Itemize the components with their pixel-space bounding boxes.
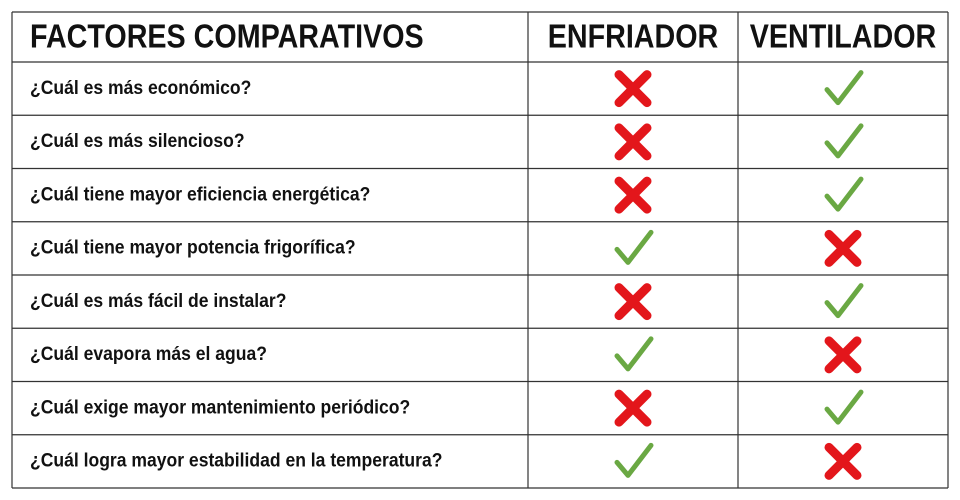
header-label: ENFRIADOR bbox=[548, 18, 719, 55]
header-label: FACTORES COMPARATIVOS bbox=[30, 18, 424, 55]
check-icon bbox=[824, 123, 864, 159]
cross-icon bbox=[824, 336, 862, 374]
cross-icon bbox=[824, 229, 862, 267]
check-icon bbox=[824, 176, 864, 212]
question-text: ¿Cuál tiene mayor potencia frigorífica? bbox=[30, 236, 356, 258]
cross-stroke bbox=[824, 336, 862, 374]
check-icon bbox=[824, 389, 864, 425]
question-text: ¿Cuál evapora más el agua? bbox=[30, 342, 267, 364]
cross-icon bbox=[614, 123, 652, 161]
check-icon bbox=[824, 70, 864, 106]
row-question: ¿Cuál es más económico? bbox=[30, 76, 251, 98]
cross-stroke bbox=[614, 389, 652, 427]
question-text: ¿Cuál es más fácil de instalar? bbox=[30, 289, 286, 311]
header-cell: ENFRIADOR bbox=[548, 18, 719, 55]
question-text: ¿Cuál logra mayor estabilidad en la temp… bbox=[30, 449, 442, 471]
cross-stroke bbox=[614, 123, 652, 161]
check-icon bbox=[824, 283, 864, 319]
cross-stroke bbox=[614, 70, 652, 108]
cross-icon bbox=[614, 176, 652, 214]
row-question: ¿Cuál exige mayor mantenimiento periódic… bbox=[30, 395, 410, 417]
header-cell: FACTORES COMPARATIVOS bbox=[30, 18, 424, 55]
cross-icon bbox=[614, 389, 652, 427]
check-icon bbox=[614, 229, 654, 265]
cross-stroke bbox=[824, 229, 862, 267]
question-text: ¿Cuál exige mayor mantenimiento periódic… bbox=[30, 395, 410, 417]
row-question: ¿Cuál evapora más el agua? bbox=[30, 342, 267, 364]
row-question: ¿Cuál tiene mayor potencia frigorífica? bbox=[30, 236, 356, 258]
cross-stroke bbox=[614, 176, 652, 214]
cross-stroke bbox=[614, 283, 652, 321]
cross-icon bbox=[614, 283, 652, 321]
row-question: ¿Cuál tiene mayor eficiencia energética? bbox=[30, 182, 370, 204]
cross-stroke bbox=[824, 442, 862, 480]
cross-icon bbox=[614, 70, 652, 108]
row-question: ¿Cuál logra mayor estabilidad en la temp… bbox=[30, 449, 442, 471]
question-text: ¿Cuál es más económico? bbox=[30, 76, 251, 98]
row-question: ¿Cuál es más fácil de instalar? bbox=[30, 289, 286, 311]
header-cell: VENTILADOR bbox=[750, 18, 936, 55]
header-label: VENTILADOR bbox=[750, 18, 936, 55]
check-icon bbox=[614, 442, 654, 478]
cross-icon bbox=[824, 442, 862, 480]
question-text: ¿Cuál tiene mayor eficiencia energética? bbox=[30, 182, 370, 204]
row-question: ¿Cuál es más silencioso? bbox=[30, 129, 245, 151]
check-icon bbox=[614, 336, 654, 372]
question-text: ¿Cuál es más silencioso? bbox=[30, 129, 245, 151]
